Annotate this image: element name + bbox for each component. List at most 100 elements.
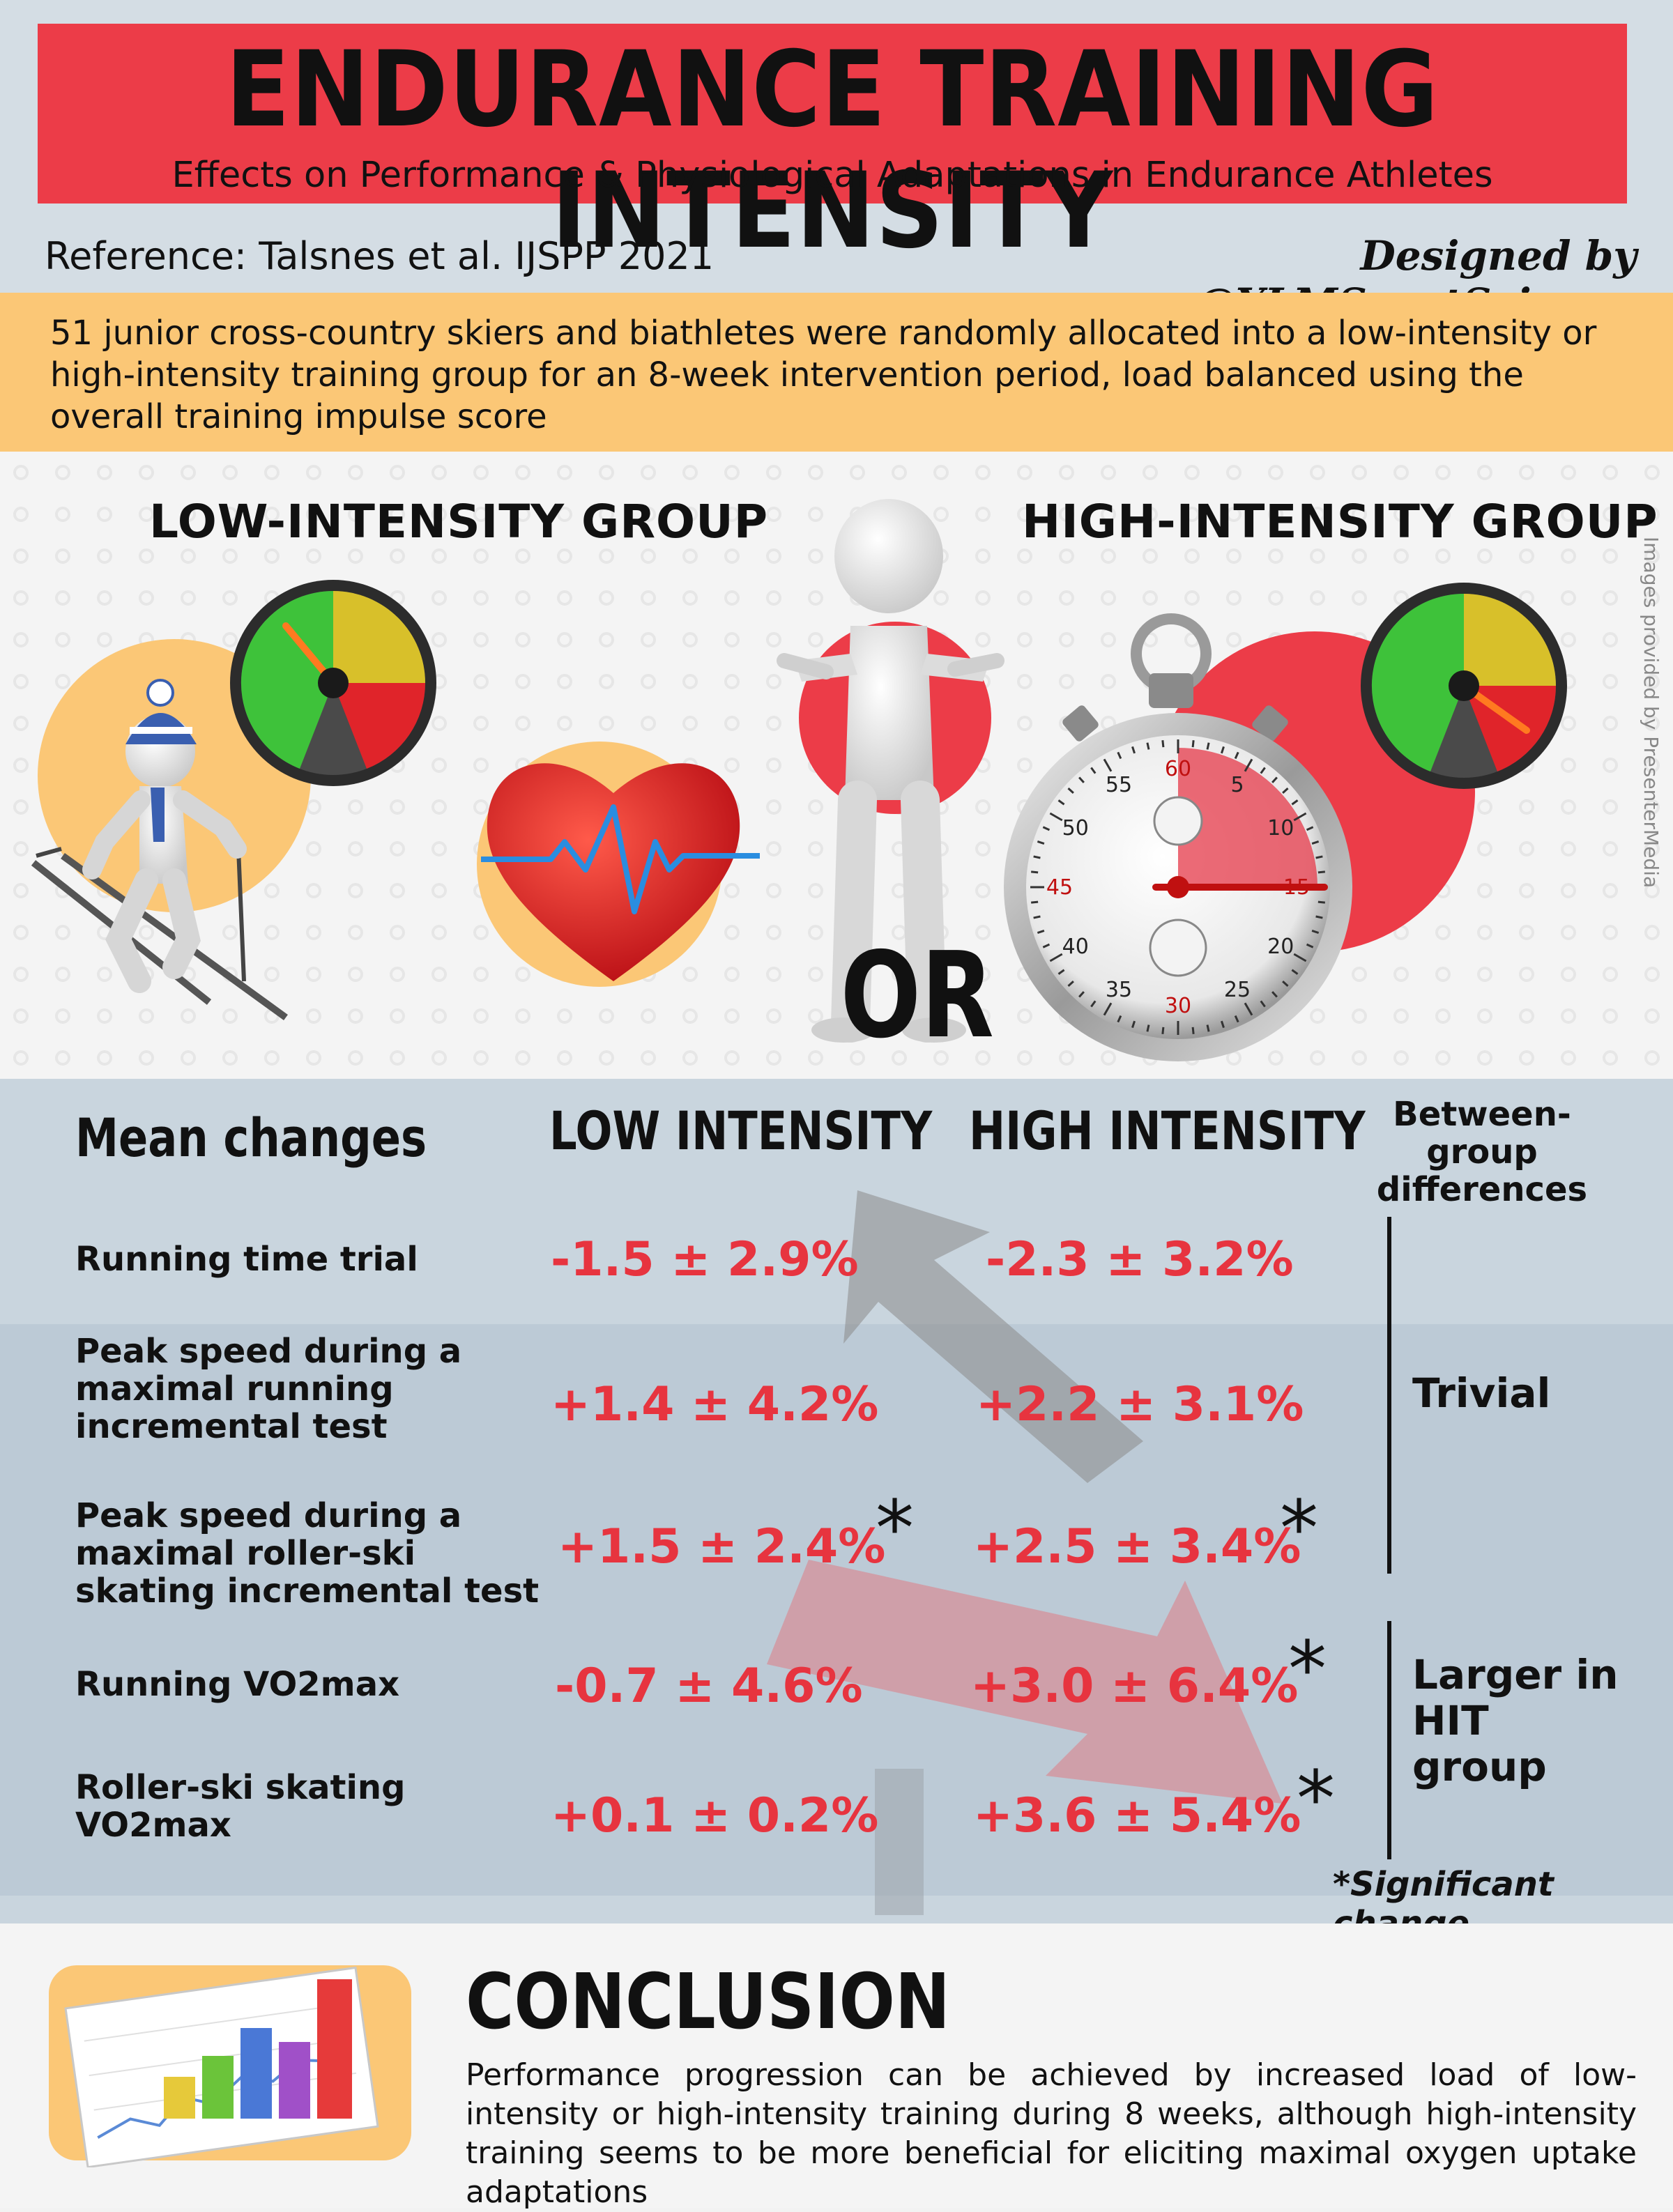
stopwatch-tick <box>1067 788 1074 794</box>
stopwatch-icon: 60510152025303540455055 <box>1004 613 1352 1061</box>
hero-illustration: 60510152025303540455055 <box>0 452 1673 1079</box>
row-label-peak-speed-roller-ski: Peak speed during a maximal roller-ski s… <box>75 1497 577 1610</box>
stopwatch-tick <box>1090 767 1097 774</box>
stopwatch-number: 60 <box>1165 757 1191 781</box>
high-value-peak-speed-roller-ski: +2.5 ± 3.4% <box>973 1519 1301 1574</box>
page-subtitle: Effects on Performance & Physiological A… <box>171 155 1493 196</box>
title-banner <box>38 24 1627 203</box>
high-value-peak-speed-running: +2.2 ± 3.1% <box>976 1377 1304 1432</box>
stopwatch-tick <box>1317 870 1325 874</box>
stopwatch-tick <box>1103 1002 1113 1016</box>
stopwatch-tick <box>1103 758 1113 772</box>
stopwatch-tick <box>1057 969 1065 975</box>
stopwatch-tick <box>1037 840 1045 845</box>
stopwatch-tick <box>1033 855 1041 859</box>
stopwatch-tick <box>1271 991 1278 998</box>
stopwatch-tick <box>1146 1024 1150 1032</box>
stopwatch-tick <box>1049 953 1063 962</box>
stopwatch-tick <box>1293 953 1307 962</box>
between-group-heading-line-1: Between-group <box>1393 1095 1571 1172</box>
stopwatch-tick <box>1271 776 1278 783</box>
row-label-line: Peak speed during a <box>75 1496 462 1535</box>
larger-label-line: HIT <box>1412 1697 1489 1744</box>
stopwatch-tick <box>1117 751 1122 760</box>
stopwatch-tick <box>1117 1015 1122 1023</box>
high-group-label: HIGH-INTENSITY GROUP <box>1022 495 1658 548</box>
row-label-running-time-trial: Running time trial <box>75 1241 577 1278</box>
up-arrow-icon <box>843 1190 1143 1483</box>
stopwatch-number: 5 <box>1230 773 1244 797</box>
low-intensity-heading: LOW INTENSITY <box>549 1100 933 1162</box>
between-group-heading: Between-group differences <box>1363 1096 1601 1208</box>
larger-bracket <box>1387 1621 1391 1859</box>
row-label-roller-ski-vo2max: Roller-ski skating VO2max <box>75 1769 577 1844</box>
low-group-label: LOW-INTENSITY GROUP <box>149 495 769 548</box>
mean-changes-heading: Mean changes <box>75 1107 427 1169</box>
skier-figure-icon <box>31 679 288 1021</box>
larger-label-line: group <box>1412 1743 1547 1790</box>
stopwatch-tick <box>1306 826 1314 831</box>
stopwatch-tick <box>1291 969 1299 975</box>
stopwatch-tick <box>1315 915 1323 919</box>
stopwatch-tick <box>1057 799 1065 806</box>
stopwatch-tick <box>1078 991 1085 998</box>
high-intensity-heading: HIGH INTENSITY <box>969 1100 1366 1162</box>
significance-star: * <box>1297 1754 1335 1843</box>
row-label-line: skating incremental test <box>75 1572 540 1611</box>
stopwatch-tick <box>1260 767 1266 774</box>
stopwatch-tick <box>1078 776 1085 783</box>
or-label: OR <box>840 927 994 1065</box>
stopwatch-tick <box>1042 826 1051 831</box>
arrow-post <box>875 1769 924 1915</box>
stopwatch-tick <box>1291 799 1299 806</box>
stopwatch-tick <box>1131 746 1136 754</box>
trivial-label: Trivial <box>1412 1369 1551 1417</box>
stopwatch-tick <box>1315 855 1323 859</box>
pointing-figure-icon <box>777 499 1004 1043</box>
stopwatch-number: 25 <box>1224 978 1251 1002</box>
intro-banner <box>0 293 1673 452</box>
bar-chart-illustration-icon <box>49 1965 411 2167</box>
stopwatch-number: 40 <box>1062 935 1089 959</box>
stopwatch-tick <box>1090 1000 1097 1008</box>
significance-star: * <box>1280 1484 1318 1573</box>
stopwatch-tick <box>1244 758 1253 772</box>
row-label-peak-speed-running: Peak speed during a maximal running incr… <box>75 1332 577 1445</box>
arrows-backdrop <box>767 1190 1283 1915</box>
stopwatch-tick <box>1234 1015 1239 1023</box>
stopwatch-number: 20 <box>1267 935 1294 959</box>
high-value-running-vo2max: +3.0 ± 6.4% <box>970 1659 1299 1714</box>
larger-label-line: Larger in <box>1412 1651 1619 1698</box>
low-intensity-gauge-icon <box>230 580 436 786</box>
row-label-line: Running time trial <box>75 1240 418 1279</box>
stopwatch-tick <box>1031 870 1039 874</box>
hero-section: 60510152025303540455055 <box>0 452 1673 1079</box>
stopwatch-tick <box>1033 915 1041 919</box>
significance-star: * <box>1288 1625 1327 1714</box>
stopwatch-number: 30 <box>1165 994 1191 1018</box>
row-label-line: Peak speed during a <box>75 1332 462 1371</box>
page-title: ENDURANCE TRAINING INTENSITY <box>225 29 1439 272</box>
stopwatch-tick <box>1282 981 1289 987</box>
results-band <box>0 1324 1673 1896</box>
conclusion-text: Performance progression can be achieved … <box>466 2057 1637 2210</box>
stopwatch-number: 10 <box>1267 816 1294 840</box>
stopwatch-number: 55 <box>1106 773 1132 797</box>
low-value-roller-ski-vo2max: +0.1 ± 0.2% <box>551 1788 879 1843</box>
row-label-running-vo2max: Running VO2max <box>75 1666 577 1703</box>
trivial-bracket <box>1387 1217 1391 1574</box>
significance-star: * <box>876 1484 914 1573</box>
stopwatch-tick <box>1031 900 1039 904</box>
stopwatch-tick <box>1260 1000 1266 1008</box>
high-value-running-time-trial: -2.3 ± 3.2% <box>986 1232 1294 1287</box>
stopwatch-tick <box>1049 812 1063 822</box>
stopwatch-tick <box>1037 929 1045 934</box>
stopwatch-tick <box>1311 840 1320 845</box>
image-credit: Images provided by PresenterMedia <box>1640 537 1663 889</box>
low-value-peak-speed-running: +1.4 ± 4.2% <box>551 1377 879 1432</box>
stopwatch-tick <box>1206 742 1210 750</box>
row-label-line: maximal roller-ski <box>75 1534 416 1573</box>
stopwatch-tick <box>1234 751 1239 760</box>
row-label-line: maximal running <box>75 1369 394 1408</box>
low-value-running-vo2max: -0.7 ± 4.6% <box>555 1659 863 1714</box>
